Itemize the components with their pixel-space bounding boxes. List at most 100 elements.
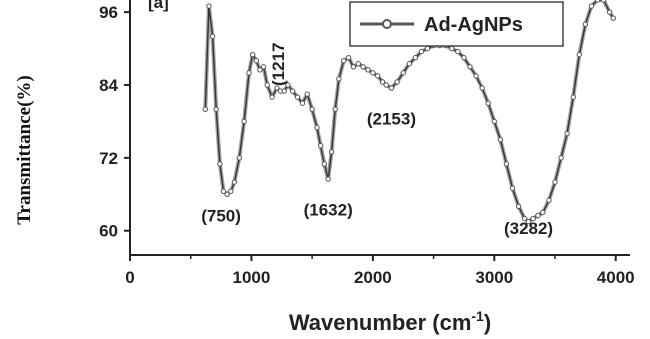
data-point	[206, 3, 212, 9]
data-point	[350, 64, 357, 70]
data-point	[412, 54, 419, 61]
data-point	[290, 88, 296, 94]
data-point	[202, 106, 208, 112]
annotations: (750) (1632) (2153) (3282) (1217	[201, 43, 553, 238]
data-point	[224, 191, 230, 197]
data-point	[269, 94, 275, 100]
data-point	[220, 188, 227, 194]
data-point	[558, 155, 564, 161]
x-axis-title-superscript: -1	[471, 308, 484, 324]
data-point	[503, 161, 510, 167]
data-point	[491, 118, 497, 125]
data-point	[479, 85, 485, 91]
data-point	[274, 85, 280, 91]
ticks: 0 1000 2000 3000 4000 60 72 84 96	[99, 3, 635, 287]
data-point	[294, 94, 301, 100]
data-point	[564, 130, 570, 137]
panel-tag: [a]	[148, 0, 169, 12]
data-point	[383, 82, 389, 88]
x-axis-title: Wavenumber (cm-1)	[289, 308, 491, 335]
data-point	[236, 155, 242, 161]
axes	[129, 0, 630, 256]
data-point	[485, 100, 491, 106]
data-point	[231, 179, 238, 185]
data-point	[360, 64, 366, 70]
data-point	[228, 188, 234, 194]
legend: Ad-AgNPs	[349, 1, 564, 47]
data-point	[264, 82, 270, 88]
data-point	[388, 85, 395, 91]
data-point	[336, 76, 342, 82]
y-tick-label: 96	[99, 3, 118, 22]
data-point	[467, 64, 473, 70]
peak-label-rotated: (1217	[269, 43, 288, 86]
data-point	[345, 54, 352, 61]
data-point	[213, 106, 219, 112]
x-axis-title-main: Wavenumber (cm	[289, 310, 472, 335]
data-point	[606, 9, 613, 15]
data-point	[241, 118, 247, 125]
peak-label: (1632)	[304, 201, 353, 220]
x-tick-label: 3000	[475, 268, 513, 287]
legend-label: Ad-AgNPs	[424, 14, 523, 36]
legend-marker-swatch	[382, 19, 392, 29]
data-point	[328, 149, 335, 155]
data-point	[600, 0, 607, 3]
x-tick-label: 1000	[233, 268, 271, 287]
data-point	[260, 64, 267, 70]
data-point	[355, 61, 361, 67]
data-point	[253, 58, 259, 64]
data-point	[521, 215, 528, 222]
data-point	[610, 15, 616, 21]
data-point	[497, 136, 504, 143]
data-point	[509, 185, 516, 191]
x-tick-label: 0	[125, 268, 134, 287]
data-point	[299, 100, 306, 106]
data-point	[341, 58, 347, 64]
data-point	[317, 143, 324, 149]
data-point	[594, 0, 601, 3]
y-axis-title: Transmittance(%)	[14, 75, 35, 225]
data-point	[249, 51, 256, 58]
x-tick-label: 4000	[597, 268, 635, 287]
data-point	[535, 212, 541, 219]
y-tick-label: 72	[99, 149, 118, 168]
data-point	[530, 215, 536, 222]
data-point	[246, 70, 252, 76]
data-point	[418, 48, 425, 55]
data-point	[217, 161, 223, 167]
data-point	[325, 176, 331, 182]
data-point	[588, 3, 595, 9]
peak-label: (750)	[201, 207, 241, 226]
data-point	[314, 124, 320, 131]
plot-area	[202, 0, 616, 225]
data-point	[570, 94, 576, 100]
data-point	[400, 70, 406, 76]
data-point	[370, 70, 376, 76]
y-tick-label: 60	[99, 222, 118, 241]
data-point	[473, 73, 479, 79]
data-point	[406, 61, 412, 67]
data-point	[582, 21, 589, 27]
data-point	[576, 51, 582, 58]
data-point	[525, 218, 532, 225]
data-point	[424, 45, 431, 52]
data-point	[365, 67, 371, 73]
peak-label: (3282)	[504, 219, 553, 238]
data-point	[332, 106, 338, 112]
x-tick-label: 2000	[354, 268, 392, 287]
data-point	[304, 91, 310, 97]
data-point	[375, 73, 381, 79]
data-point	[257, 67, 263, 73]
data-point	[455, 48, 461, 55]
data-point	[285, 82, 291, 88]
data-point	[379, 79, 386, 85]
data-point	[321, 161, 327, 167]
data-point	[546, 197, 552, 204]
data-point	[461, 54, 467, 61]
data-point	[309, 106, 315, 112]
data-point	[540, 209, 546, 216]
data-point	[209, 33, 216, 40]
data-point	[449, 45, 455, 52]
